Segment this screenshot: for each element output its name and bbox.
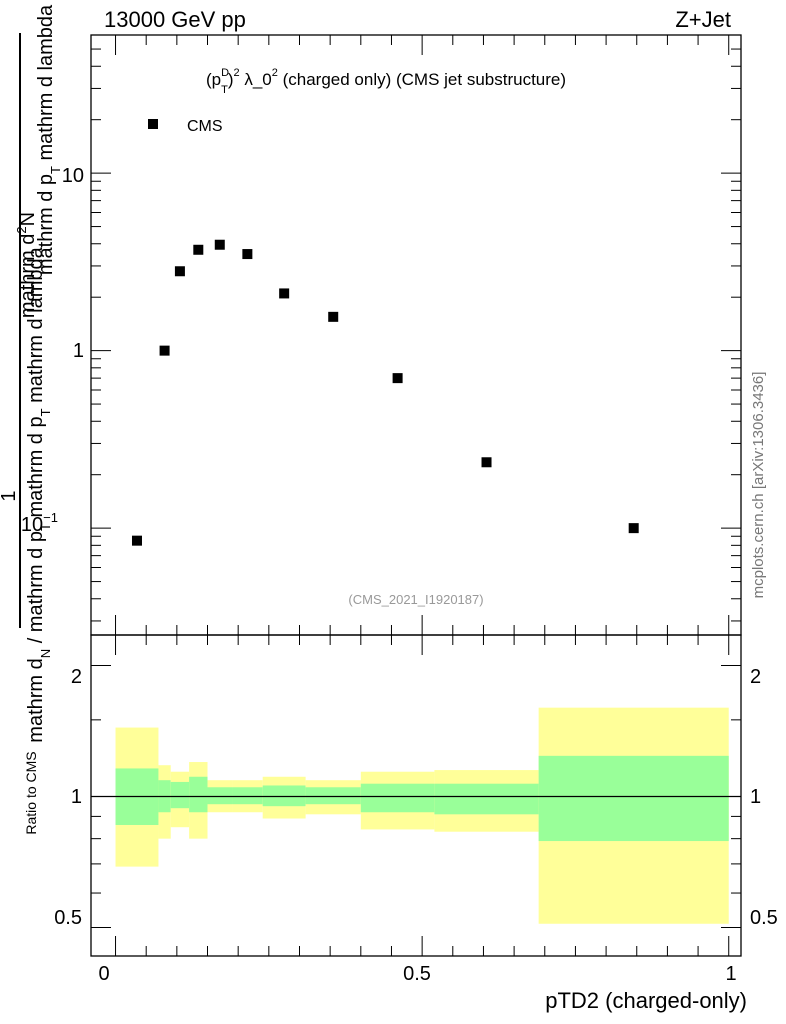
header-left: 13000 GeV pp — [104, 7, 246, 32]
ratio-bands — [115, 707, 729, 924]
ratio-band-inner — [189, 776, 208, 813]
main-axis-ticks — [91, 34, 741, 635]
legend-marker — [148, 119, 158, 129]
watermark: mcplots.cern.ch [arXiv:1306.3436] — [750, 372, 767, 599]
main-y-axis-label: mathrm d2N mathrm d pT mathrm d lambda 1… — [0, 4, 63, 743]
xtick-label-1: 1 — [725, 963, 736, 985]
ylabel-one: 1 — [0, 490, 20, 501]
ratio-y-label: Ratio to CMS — [23, 751, 39, 834]
ratio-tick-right-2: 2 — [750, 666, 761, 688]
main-data-markers — [131, 239, 639, 546]
ratio-axis-ticks — [91, 635, 741, 956]
ratio-plot-frame — [90, 634, 742, 957]
ratio-band-inner — [305, 787, 361, 805]
data-point — [328, 311, 339, 322]
analysis-id: (CMS_2021_I1920187) — [348, 592, 483, 607]
data-point — [214, 239, 225, 250]
x-axis-label: pTD2 (charged-only) — [545, 988, 747, 1013]
plot-title: (pD T)2 λ_02 (charged only) (CMS jet subs… — [206, 67, 566, 96]
data-point — [242, 249, 253, 260]
ylabel-denominator: mathrm dN / mathrm d pT mathrm d pT math… — [25, 246, 53, 742]
ratio-band-inner — [262, 785, 306, 807]
ylabel-numerator-denom: mathrm d pT mathrm d lambda — [35, 4, 63, 275]
data-point — [392, 373, 403, 384]
data-point — [628, 523, 639, 534]
header-right: Z+Jet — [675, 7, 731, 32]
ratio-tick-left-0.5: 0.5 — [54, 907, 82, 929]
ratio-tick-left-2: 2 — [71, 666, 82, 688]
xtick-label-0: 0 — [98, 963, 109, 985]
ytick-label-0.1: 10−1 — [21, 510, 58, 536]
ratio-tick-right-0.5: 0.5 — [750, 907, 778, 929]
ratio-tick-right-1: 1 — [750, 786, 761, 808]
ratio-tick-left-1: 1 — [71, 786, 82, 808]
legend-label: CMS — [187, 118, 223, 135]
ratio-band-inner — [170, 781, 190, 809]
data-point — [159, 345, 170, 356]
data-point — [131, 535, 142, 546]
data-point — [481, 457, 492, 468]
ratio-band-inner — [232, 787, 263, 805]
ratio-band-inner — [434, 783, 539, 815]
data-point — [174, 266, 185, 277]
data-point — [279, 288, 290, 299]
xtick-label-0.5: 0.5 — [403, 963, 431, 985]
ylabel-numerator: mathrm d2N — [14, 212, 39, 318]
ratio-band-inner — [360, 783, 435, 813]
ytick-label-1: 1 — [73, 340, 84, 362]
ratio-band-inner — [538, 755, 729, 842]
ytick-label-10: 10 — [62, 165, 84, 187]
data-point — [193, 244, 204, 255]
ratio-band-inner — [207, 787, 233, 805]
